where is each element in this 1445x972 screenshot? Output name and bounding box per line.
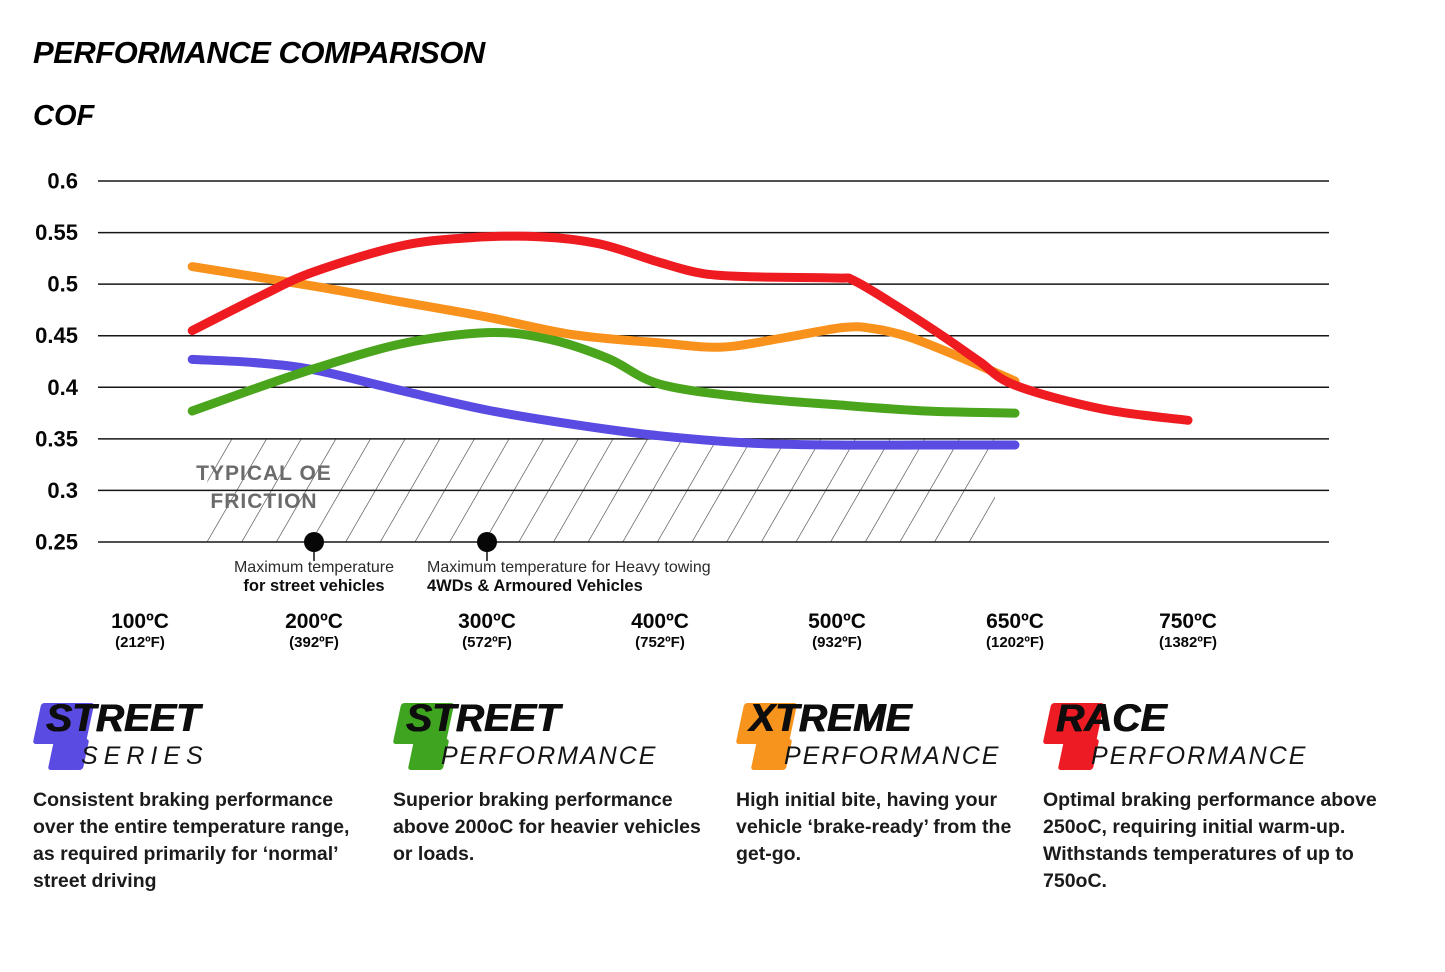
logo-word1: STREET — [46, 697, 200, 740]
y-tick-label: 0.25 — [35, 530, 78, 555]
legend-street-series: STREET SERIES Consistent braking perform… — [32, 697, 368, 895]
x-tick-sublabel: (392ºF) — [289, 634, 339, 651]
y-tick-label: 0.35 — [35, 426, 78, 451]
logo-word2: PERFORMANCE — [441, 742, 658, 770]
logo-word1: RACE — [1056, 697, 1167, 740]
y-tick-label: 0.55 — [35, 220, 78, 245]
annotation-line1: Maximum temperature for Heavy towing — [427, 559, 711, 576]
logo-word1: XTREME — [749, 697, 912, 740]
oe-band-label-line1: TYPICAL OE — [196, 462, 332, 485]
oe-band-label-line2: FRICTION — [210, 490, 317, 513]
gridlines: 0.6 0.55 0.5 0.45 0.4 0.35 0.3 0.25 — [35, 169, 1329, 555]
annotation-line2: 4WDs & Armoured Vehicles — [427, 577, 643, 595]
street-series-logo: STREET SERIES — [32, 697, 368, 775]
annotation-line2: for street vehicles — [243, 577, 384, 595]
x-tick-label: 200ºC — [285, 610, 343, 633]
logo-word2: PERFORMANCE — [784, 742, 1001, 770]
legend-description: Superior braking performance above 200oC… — [393, 789, 701, 865]
series-line-race-performance — [187, 231, 1193, 425]
race-performance-logo: RACE PERFORMANCE — [1042, 697, 1378, 775]
series-line-street-performance — [187, 327, 1020, 418]
annotation-line1: Maximum temperature — [234, 559, 394, 576]
x-tick-sublabel: (1382ºF) — [1159, 634, 1217, 651]
x-tick-label: 650ºC — [986, 610, 1044, 633]
y-tick-label: 0.3 — [47, 478, 78, 503]
legend-description: Consistent braking performance over the … — [33, 789, 350, 892]
x-tick-label: 500ºC — [808, 610, 866, 633]
x-tick-sublabel: (212ºF) — [115, 634, 165, 651]
y-axis-title: COF — [33, 100, 95, 132]
xtreme-performance-logo: XTREME PERFORMANCE — [735, 697, 1028, 775]
page-title: PERFORMANCE COMPARISON — [33, 35, 485, 70]
y-tick-label: 0.4 — [47, 375, 78, 400]
logo-word2: SERIES — [81, 742, 209, 770]
x-tick-label: 300ºC — [458, 610, 516, 633]
x-axis-labels: 100ºC(212ºF) 200ºC(392ºF) 300ºC(572ºF) 400º… — [111, 610, 1217, 651]
x-tick-label: 100ºC — [111, 610, 169, 633]
x-tick-sublabel: (752ºF) — [635, 634, 685, 651]
legend-description: High initial bite, having your vehicle ‘… — [736, 789, 1012, 865]
annotation-dot — [477, 532, 497, 552]
cof-chart: 0.6 0.55 0.5 0.45 0.4 0.35 0.3 0.25 TYPICAL OE … — [35, 169, 1329, 651]
street-performance-logo: STREET PERFORMANCE — [392, 697, 723, 775]
x-tick-sublabel: (572ºF) — [462, 634, 512, 651]
legend-xtreme-performance: XTREME PERFORMANCE High initial bite, ha… — [735, 697, 1028, 868]
legend-race-performance: RACE PERFORMANCE Optimal braking perform… — [1042, 697, 1378, 895]
logo-word2: PERFORMANCE — [1091, 742, 1308, 770]
annotation-dot — [304, 532, 324, 552]
legend-description: Optimal braking performance above 250oC,… — [1043, 789, 1377, 892]
y-tick-label: 0.45 — [35, 323, 78, 348]
y-tick-label: 0.5 — [47, 272, 78, 297]
x-tick-label: 400ºC — [631, 610, 689, 633]
x-tick-sublabel: (1202ºF) — [986, 634, 1044, 651]
legend-street-performance: STREET PERFORMANCE Superior braking perf… — [392, 697, 723, 868]
series-curves — [187, 231, 1193, 450]
x-tick-sublabel: (932ºF) — [812, 634, 862, 651]
oe-friction-label: TYPICAL OE FRICTION — [196, 462, 332, 513]
logo-word1: STREET — [406, 697, 560, 740]
x-tick-label: 750ºC — [1159, 610, 1217, 633]
y-tick-label: 0.6 — [47, 169, 78, 194]
series-line-xtreme-performance — [187, 262, 1020, 386]
